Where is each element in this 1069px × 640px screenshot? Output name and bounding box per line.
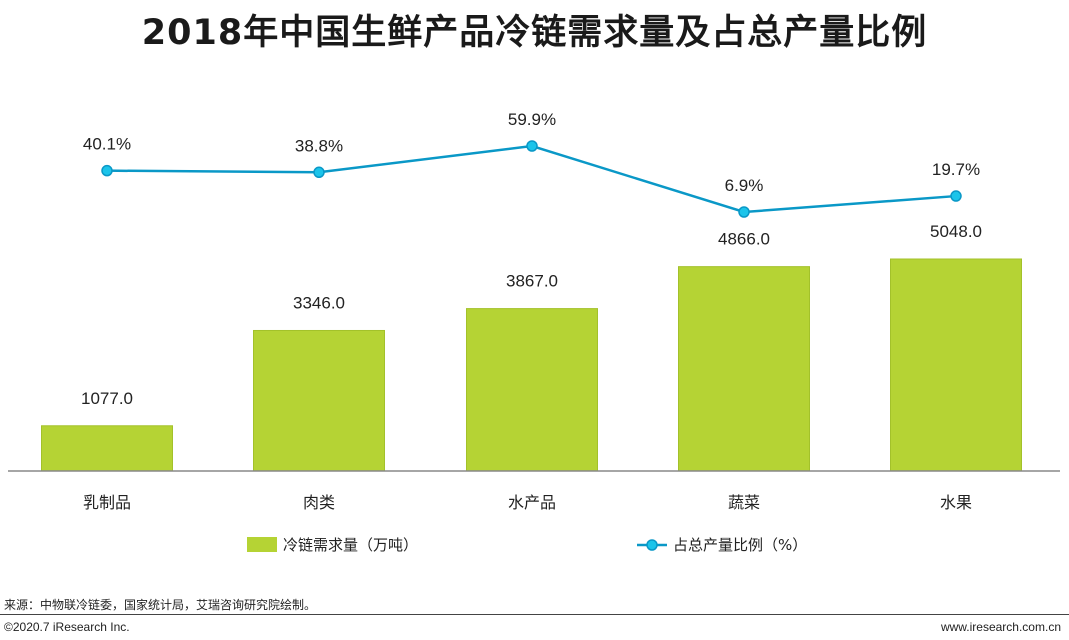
line-series [106, 144, 957, 214]
legend-line-marker [646, 539, 658, 551]
line-point [950, 190, 962, 202]
line-value-label: 6.9% [725, 176, 764, 195]
legend-bar-label: 冷链需求量（万吨） [283, 536, 418, 554]
bar [890, 258, 1022, 472]
category-label: 水果 [940, 493, 972, 512]
bar-value-label: 3346.0 [293, 293, 345, 312]
legend-bar-swatch [247, 537, 277, 552]
bar [466, 308, 598, 472]
line-value-label: 40.1% [83, 135, 131, 154]
line-point [313, 166, 325, 179]
category-label-group: 乳制品 肉类 水产品 蔬菜 水果 [83, 493, 972, 512]
category-label: 乳制品 [83, 493, 131, 512]
website-text: www.iresearch.com.cn [940, 620, 1061, 634]
bar-value-label: 5048.0 [930, 222, 982, 241]
copyright-text: ©2020.7 iResearch Inc. [4, 620, 130, 634]
bar-group [41, 258, 1022, 472]
bar [253, 329, 385, 472]
bar-value-label: 3867.0 [506, 272, 558, 291]
chart: 1077.0 3346.0 3867.0 4866.0 5048.0 40.1% 38.8… [8, 110, 1060, 554]
line-value-label: 19.7% [932, 160, 980, 179]
bar-value-label: 4866.0 [718, 230, 770, 249]
bar-label-group: 1077.0 3346.0 3867.0 4866.0 5048.0 [81, 222, 982, 408]
line-point [738, 206, 750, 218]
source-note: 来源：中物联冷链委，国家统计局，艾瑞咨询研究院绘制。 [4, 598, 317, 612]
legend-line-label: 占总产量比例（%） [673, 536, 807, 554]
chart-title: 2018年中国生鲜产品冷链需求量及占总产量比例 [141, 13, 928, 53]
line-value-label: 59.9% [508, 110, 556, 129]
legend: 冷链需求量（万吨） 占总产量比例（%） [247, 536, 807, 554]
line-value-label: 38.8% [295, 136, 343, 155]
category-label: 肉类 [303, 493, 335, 512]
line-point [101, 164, 113, 177]
footer-divider [0, 614, 1069, 615]
line-point [526, 140, 538, 152]
bar [41, 425, 173, 472]
category-label: 水产品 [508, 493, 556, 512]
category-label: 蔬菜 [728, 493, 760, 512]
bar-value-label: 1077.0 [81, 389, 133, 408]
bar [678, 266, 810, 472]
line-series-group: 40.1% 38.8% 59.9% 6.9% 19.7% [83, 110, 980, 218]
